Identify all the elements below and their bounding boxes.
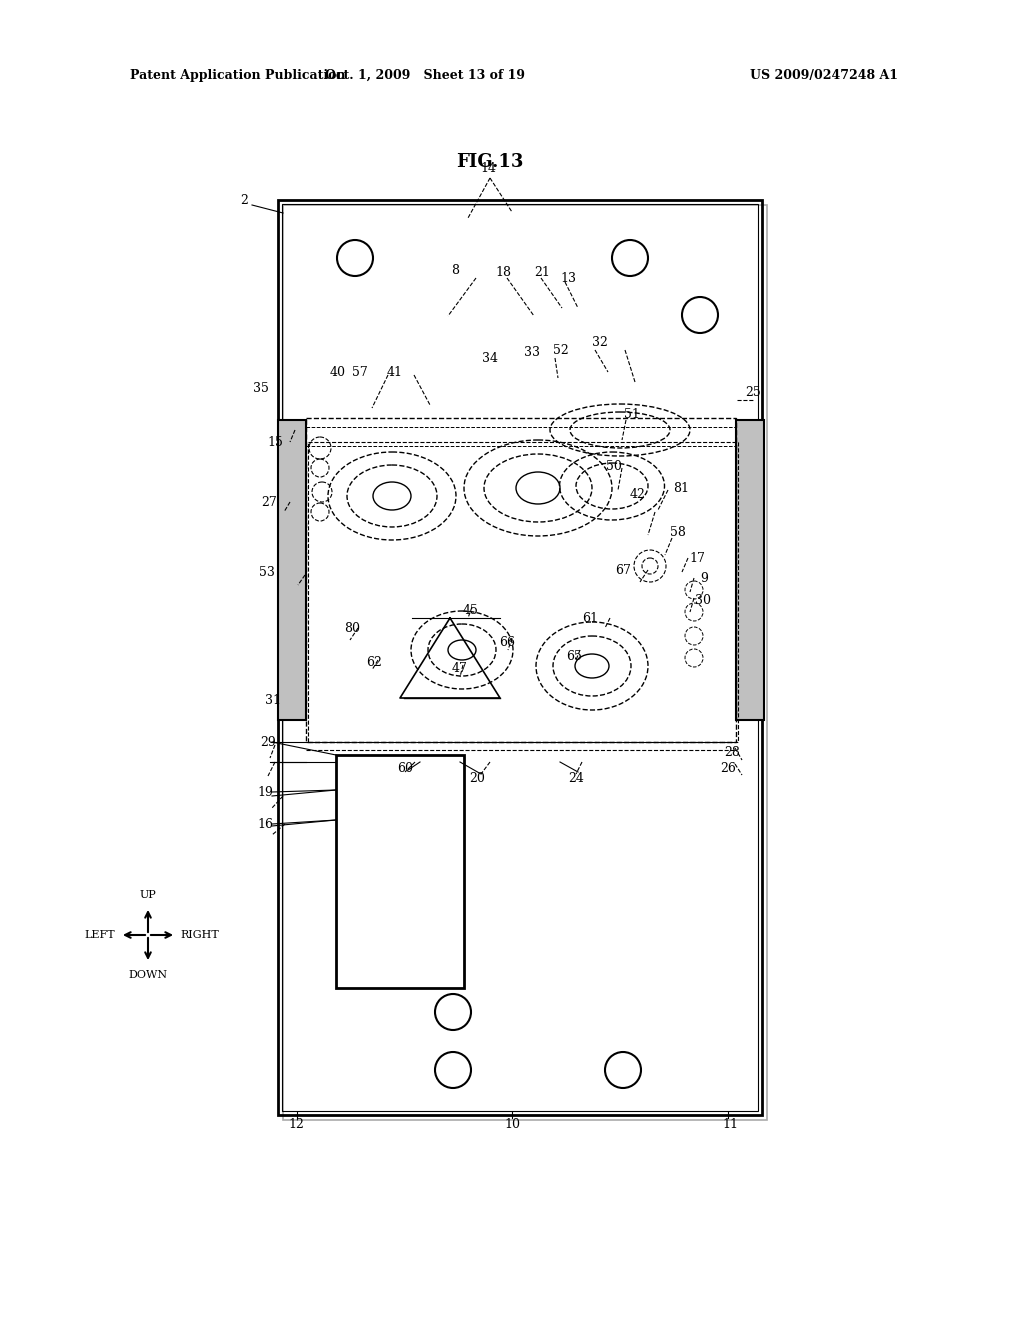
Text: 62: 62 <box>366 656 382 668</box>
Text: 41: 41 <box>387 366 403 379</box>
Bar <box>278 201 762 1115</box>
Text: 12: 12 <box>288 1118 304 1130</box>
Text: 16: 16 <box>257 817 273 830</box>
Text: 14: 14 <box>480 161 496 174</box>
Text: 53: 53 <box>259 565 274 578</box>
Text: 60: 60 <box>397 762 413 775</box>
Text: 47: 47 <box>452 661 468 675</box>
Bar <box>282 205 758 1111</box>
Bar <box>736 420 764 719</box>
Text: 52: 52 <box>553 343 569 356</box>
Text: 33: 33 <box>524 346 540 359</box>
Bar <box>308 442 738 742</box>
Text: 8: 8 <box>451 264 459 276</box>
Text: 34: 34 <box>482 351 498 364</box>
Text: 27: 27 <box>261 495 276 508</box>
Text: 45: 45 <box>463 603 479 616</box>
Text: US 2009/0247248 A1: US 2009/0247248 A1 <box>750 69 898 82</box>
Text: DOWN: DOWN <box>128 970 168 979</box>
Text: 18: 18 <box>495 265 511 279</box>
Text: 15: 15 <box>267 436 283 449</box>
Text: 35: 35 <box>253 381 269 395</box>
Bar <box>336 755 464 987</box>
Text: 11: 11 <box>722 1118 738 1130</box>
Text: LEFT: LEFT <box>85 931 116 940</box>
Text: 31: 31 <box>265 693 281 706</box>
Text: 32: 32 <box>592 335 608 348</box>
Bar <box>283 205 767 1119</box>
Bar <box>306 418 736 742</box>
Text: 65: 65 <box>566 649 582 663</box>
Text: 20: 20 <box>469 771 485 784</box>
Text: 50: 50 <box>606 461 622 474</box>
Text: 17: 17 <box>689 552 705 565</box>
Text: 29: 29 <box>260 735 275 748</box>
Text: RIGHT: RIGHT <box>180 931 219 940</box>
Text: 2: 2 <box>240 194 248 206</box>
Text: Patent Application Publication: Patent Application Publication <box>130 69 345 82</box>
Text: FIG.13: FIG.13 <box>457 153 523 172</box>
Text: 24: 24 <box>568 771 584 784</box>
Text: 21: 21 <box>535 265 550 279</box>
Text: 19: 19 <box>257 785 273 799</box>
Bar <box>278 420 306 719</box>
Text: 61: 61 <box>582 611 598 624</box>
Text: 81: 81 <box>673 482 689 495</box>
Text: 26: 26 <box>720 762 736 775</box>
Text: 25: 25 <box>745 387 761 400</box>
Text: 40: 40 <box>330 366 346 379</box>
Text: 67: 67 <box>615 564 631 577</box>
Text: 28: 28 <box>724 746 740 759</box>
Text: 58: 58 <box>670 525 686 539</box>
Text: 10: 10 <box>504 1118 520 1130</box>
Text: 9: 9 <box>700 572 708 585</box>
Text: Oct. 1, 2009   Sheet 13 of 19: Oct. 1, 2009 Sheet 13 of 19 <box>325 69 525 82</box>
Text: 57: 57 <box>352 366 368 379</box>
Text: 30: 30 <box>695 594 711 606</box>
Text: 13: 13 <box>560 272 575 285</box>
Text: 66: 66 <box>499 635 515 648</box>
Text: 80: 80 <box>344 622 360 635</box>
Text: 51: 51 <box>624 408 640 421</box>
Text: UP: UP <box>139 890 157 900</box>
Text: 42: 42 <box>630 487 646 500</box>
